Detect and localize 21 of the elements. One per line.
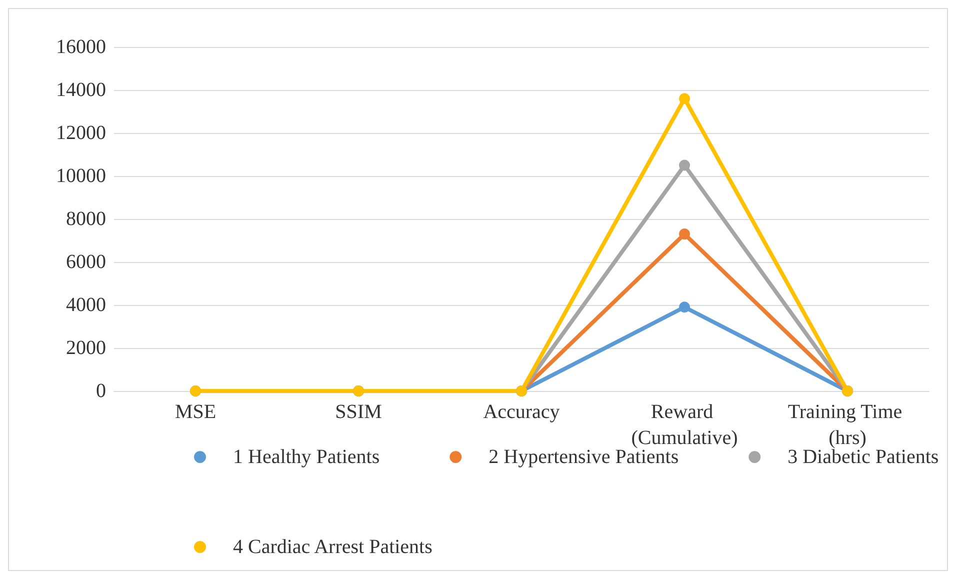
x-tick-label: Reward (Cumulative) (631, 401, 738, 449)
y-tick-label: 14000 (56, 79, 106, 101)
point (679, 228, 690, 240)
legend-label: 2 Hypertensive Patients (488, 446, 679, 468)
y-tick-label: 2000 (66, 337, 106, 359)
x-tick-label: Accuracy (483, 401, 560, 423)
point (679, 302, 690, 313)
y-tick-label: 0 (96, 380, 106, 402)
y-tick-label: 8000 (66, 208, 106, 230)
x-tick-label: MSE (174, 401, 216, 423)
y-tick-label: 16000 (56, 36, 106, 58)
x-tick-label: Training Time (hrs) (788, 401, 908, 449)
point (679, 160, 690, 171)
legend-label: 1 Healthy Patients (233, 446, 380, 468)
y-tick-label: 10000 (56, 165, 106, 187)
point (679, 93, 690, 104)
y-tick-label: 6000 (66, 251, 106, 273)
y-tick-label: 12000 (56, 122, 106, 144)
legend-label: 4 Cardiac Arrest Patients (233, 536, 433, 558)
y-tick-label: 4000 (66, 294, 106, 316)
x-tick-label: SSIM (335, 401, 382, 423)
